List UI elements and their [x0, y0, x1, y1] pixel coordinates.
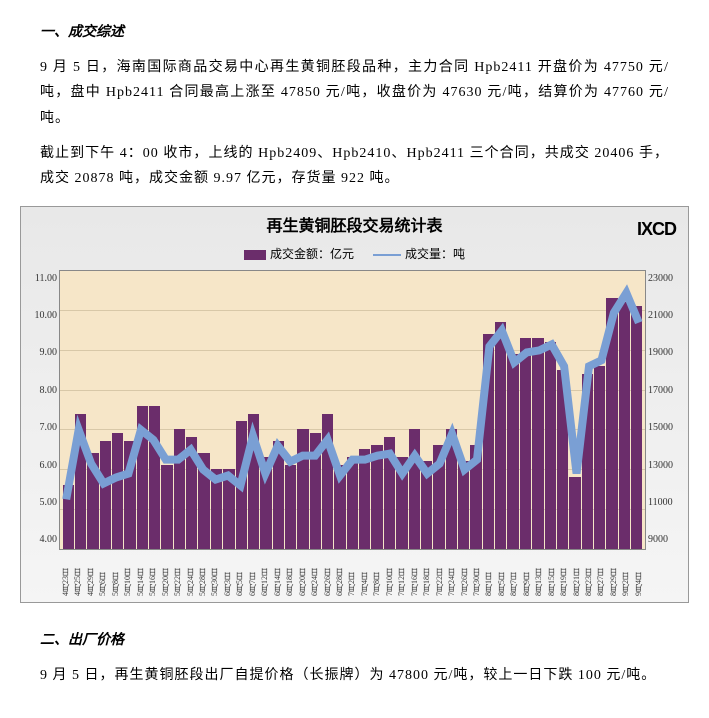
x-tick: 5月20日 — [159, 554, 171, 596]
x-tick: 7月2日 — [345, 554, 357, 596]
legend-line-swatch — [373, 254, 401, 256]
section-1-p1: 9 月 5 日，海南国际商品交易中心再生黄铜胚段品种，主力合同 Hpb2411 … — [40, 55, 669, 131]
y-left-tick: 11.00 — [29, 270, 57, 288]
line-series — [60, 271, 645, 549]
section-2-p1: 9 月 5 日，再生黄铜胚段出厂自提价格（长振牌）为 47800 元/吨，较上一… — [40, 663, 669, 688]
chart-legend: 成交金额：亿元 成交量：吨 — [21, 244, 688, 270]
x-tick: 5月30日 — [208, 554, 220, 596]
x-axis: 4月23日4月25日4月29日5月6日5月8日5月10日5月14日5月16日5月… — [21, 554, 688, 602]
x-tick: 6月14日 — [271, 554, 283, 596]
x-tick: 7月8日 — [370, 554, 382, 596]
y-right-tick: 19000 — [648, 344, 680, 362]
section-1-title: 一、成交综述 — [40, 20, 669, 45]
section-1: 一、成交综述 9 月 5 日，海南国际商品交易中心再生黄铜胚段品种，主力合同 H… — [40, 20, 669, 191]
y-right-tick: 13000 — [648, 457, 680, 475]
y-left-tick: 4.00 — [29, 531, 57, 549]
x-tick: 6月26日 — [321, 554, 333, 596]
x-tick: 7月22日 — [433, 554, 445, 596]
x-tick: 8月23日 — [582, 554, 594, 596]
x-tick: 6月18日 — [283, 554, 295, 596]
legend-bar-swatch — [244, 250, 266, 260]
y-left-tick: 8.00 — [29, 382, 57, 400]
x-tick: 4月23日 — [59, 554, 71, 596]
y-right-tick: 17000 — [648, 382, 680, 400]
x-tick: 6月12日 — [258, 554, 270, 596]
plot-wrap: 11.00 10.00 9.00 8.00 7.00 6.00 5.00 4.00 23000… — [21, 270, 688, 554]
x-tick: 6月7日 — [246, 554, 258, 596]
y-left-tick: 9.00 — [29, 344, 57, 362]
section-2-title: 二、出厂价格 — [40, 628, 669, 653]
x-tick: 8月19日 — [557, 554, 569, 596]
x-tick: 4月25日 — [71, 554, 83, 596]
x-tick: 8月9日 — [520, 554, 532, 596]
x-tick: 5月24日 — [184, 554, 196, 596]
x-tick: 7月26日 — [458, 554, 470, 596]
x-tick: 5月8日 — [109, 554, 121, 596]
chart-title: 再生黄铜胚段交易统计表 — [266, 218, 442, 235]
x-tick: 6月28日 — [333, 554, 345, 596]
x-tick: 5月6日 — [96, 554, 108, 596]
x-tick: 8月1日 — [482, 554, 494, 596]
y-left-tick: 6.00 — [29, 457, 57, 475]
y-left-tick: 5.00 — [29, 494, 57, 512]
x-tick: 5月16日 — [146, 554, 158, 596]
y-axis-left: 11.00 10.00 9.00 8.00 7.00 6.00 5.00 4.00 — [27, 270, 59, 550]
x-tick: 5月14日 — [134, 554, 146, 596]
y-right-tick: 21000 — [648, 307, 680, 325]
plot-area — [59, 270, 646, 550]
x-tick: 8月29日 — [607, 554, 619, 596]
legend-line-label: 成交量：吨 — [405, 247, 465, 261]
x-tick: 9月4日 — [632, 554, 644, 596]
y-right-tick: 11000 — [648, 494, 680, 512]
x-tick: 7月30日 — [470, 554, 482, 596]
y-right-tick: 23000 — [648, 270, 680, 288]
x-tick: 8月13日 — [532, 554, 544, 596]
x-tick: 9月2日 — [619, 554, 631, 596]
x-tick: 8月15日 — [545, 554, 557, 596]
x-tick: 8月21日 — [570, 554, 582, 596]
legend-bar-label: 成交金额：亿元 — [270, 247, 354, 261]
section-1-p2: 截止到下午 4：00 收市，上线的 Hpb2409、Hpb2410、Hpb241… — [40, 141, 669, 191]
x-tick: 7月16日 — [408, 554, 420, 596]
x-tick: 7月4日 — [358, 554, 370, 596]
x-tick: 5月10日 — [121, 554, 133, 596]
x-tick: 8月27日 — [594, 554, 606, 596]
x-tick: 7月24日 — [445, 554, 457, 596]
chart-container: 再生黄铜胚段交易统计表 IXCD 成交金额：亿元 成交量：吨 11.00 10.0… — [20, 206, 689, 602]
brand-logo: IXCD — [637, 213, 676, 245]
x-tick: 7月12日 — [395, 554, 407, 596]
y-left-tick: 10.00 — [29, 307, 57, 325]
y-right-tick: 15000 — [648, 419, 680, 437]
x-tick: 6月20日 — [296, 554, 308, 596]
x-tick: 6月3日 — [221, 554, 233, 596]
section-2: 二、出厂价格 9 月 5 日，再生黄铜胚段出厂自提价格（长振牌）为 47800 … — [40, 628, 669, 688]
x-tick: 8月5日 — [495, 554, 507, 596]
x-tick: 8月7日 — [507, 554, 519, 596]
chart-header: 再生黄铜胚段交易统计表 IXCD — [21, 207, 688, 244]
line-polyline — [66, 292, 639, 498]
x-tick: 5月28日 — [196, 554, 208, 596]
x-tick: 5月22日 — [171, 554, 183, 596]
x-tick: 7月18日 — [420, 554, 432, 596]
x-tick: 7月10日 — [383, 554, 395, 596]
y-axis-right: 23000 21000 19000 17000 15000 13000 11000 9000 — [646, 270, 682, 550]
x-tick: 6月24日 — [308, 554, 320, 596]
y-right-tick: 9000 — [648, 531, 680, 549]
y-left-tick: 7.00 — [29, 419, 57, 437]
x-tick: 4月29日 — [84, 554, 96, 596]
x-tick: 6月5日 — [233, 554, 245, 596]
